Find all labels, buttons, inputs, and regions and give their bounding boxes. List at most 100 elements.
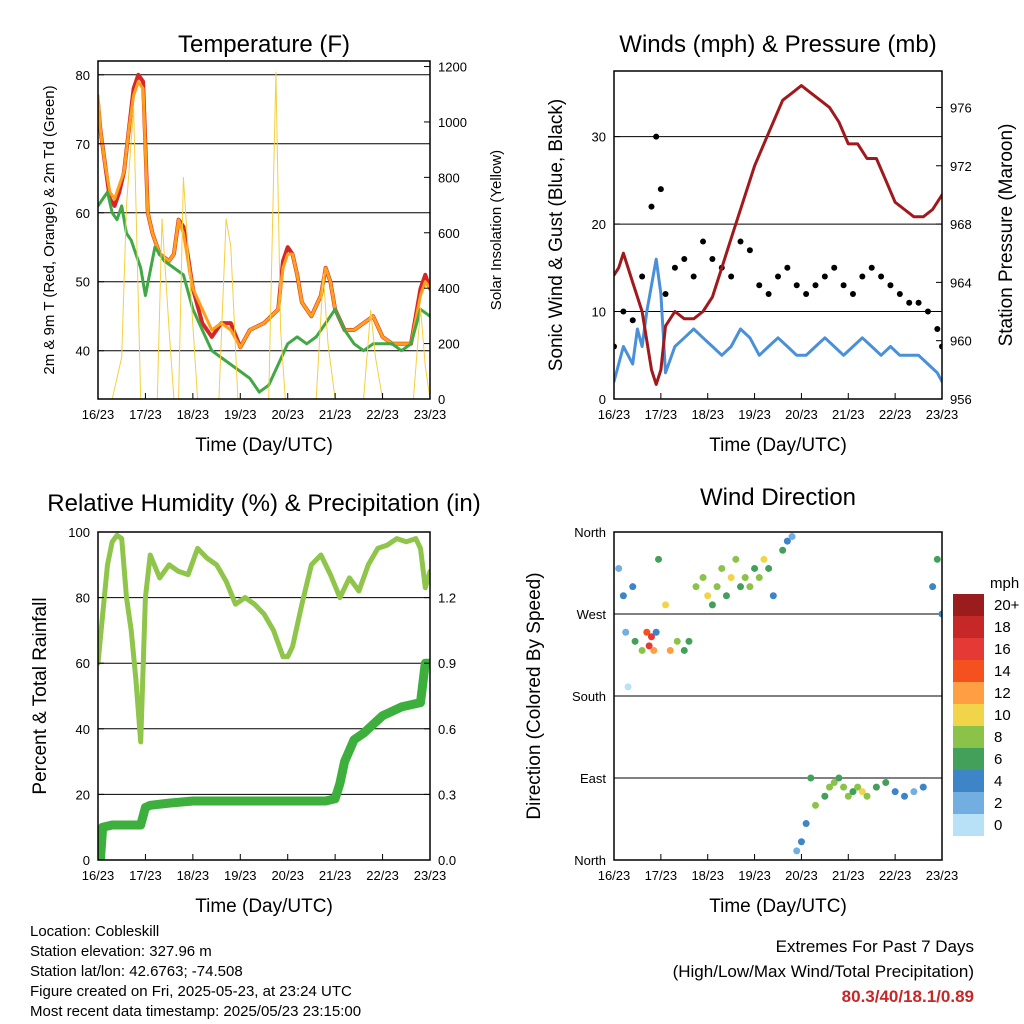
direction-point [872, 783, 880, 791]
plot-frame [97, 531, 431, 861]
gust-point [887, 282, 894, 289]
gust-point [803, 291, 810, 298]
x-tick-label: 23/23 [414, 407, 447, 422]
plot-area [614, 84, 942, 386]
direction-point [713, 583, 721, 591]
plot-area [615, 533, 942, 855]
series-line-1 [98, 532, 430, 745]
y-tick-label: 0 [83, 853, 90, 868]
x-tick-label: 19/23 [738, 407, 771, 422]
direction-point [652, 628, 660, 636]
gust-point [657, 186, 664, 193]
x-tick-label: 19/23 [224, 407, 257, 422]
y-tick-label: 40 [76, 344, 90, 359]
gust-point [765, 291, 772, 298]
direction-point [624, 683, 632, 691]
direction-point [638, 646, 646, 654]
direction-point [643, 628, 651, 636]
direction-point [619, 592, 627, 600]
direction-point [685, 637, 693, 645]
x-tick-label: 21/23 [319, 868, 352, 883]
series-line-3 [98, 190, 430, 394]
colorbar-label: 2 [994, 795, 1002, 812]
direction-point [615, 564, 623, 572]
gust-point [737, 238, 744, 245]
colorbar-swatch [953, 748, 984, 770]
series-line-2 [614, 257, 942, 383]
gust-point [709, 256, 716, 263]
direction-point [835, 774, 843, 782]
gust-point [924, 308, 931, 315]
y-right-tick-label: 600 [438, 226, 460, 241]
y-right-tick-label: 960 [950, 334, 972, 349]
direction-point [692, 583, 700, 591]
gust-point [793, 282, 800, 289]
direction-point [645, 642, 653, 650]
gust-point [859, 273, 866, 280]
colorbar-label: 10 [994, 707, 1011, 724]
x-tick-label: 17/23 [645, 868, 678, 883]
y-right-tick-label: 200 [438, 337, 460, 352]
series-line-4 [98, 71, 430, 399]
x-tick-label: 21/23 [832, 868, 865, 883]
colorbar-title: mph [990, 575, 1019, 592]
gust-point [690, 273, 697, 280]
colorbar-label: 4 [994, 773, 1002, 790]
gust-point [662, 291, 669, 298]
chart-title: Wind Direction [700, 484, 856, 511]
gust-point [728, 273, 735, 280]
x-tick-label: 20/23 [785, 868, 818, 883]
gust-point [821, 273, 828, 280]
direction-point [673, 637, 681, 645]
y-right-tick-label: 956 [950, 392, 972, 407]
station-info: Location: Cobleskill Station elevation: … [30, 922, 361, 1022]
colorbar-swatch [953, 682, 984, 704]
y-tick-label: 40 [76, 722, 90, 737]
elevation-text: Station elevation: 327.96 m [30, 943, 212, 960]
gust-point [746, 247, 753, 254]
y-right-tick-label: 0.9 [438, 656, 456, 671]
direction-point [783, 537, 791, 545]
x-tick-label: 17/23 [129, 407, 162, 422]
direction-point [755, 574, 763, 582]
colorbar-swatch [953, 792, 984, 814]
y-axis-label: 2m & 9m T (Red, Orange) & 2m Td (Green) [41, 85, 58, 374]
y-right-tick-label: 800 [438, 170, 460, 185]
gust-point [620, 308, 627, 315]
direction-point [769, 592, 777, 600]
x-tick-label: 19/23 [738, 868, 771, 883]
x-tick-label: 20/23 [271, 407, 304, 422]
y-right-tick-label: 976 [950, 100, 972, 115]
colorbar-swatch [953, 704, 984, 726]
x-tick-label: 22/23 [366, 407, 399, 422]
gust-point [812, 282, 819, 289]
gust-point [896, 291, 903, 298]
series-line-3 [614, 84, 942, 386]
direction-point [680, 646, 688, 654]
y-right-tick-label: 0.6 [438, 722, 456, 737]
direction-point [793, 847, 801, 855]
y-tick-label: North [574, 525, 606, 540]
y-axis-label: Percent & Total Rainfall [30, 597, 51, 794]
y-tick-label: 80 [76, 591, 90, 606]
x-tick-label: 19/23 [224, 868, 257, 883]
x-tick-label: 18/23 [691, 868, 724, 883]
plot-area [98, 71, 430, 399]
direction-point [666, 646, 674, 654]
direction-point [722, 592, 730, 600]
chart-title: Temperature (F) [178, 31, 350, 58]
x-tick-label: 20/23 [271, 868, 304, 883]
direction-point [718, 564, 726, 572]
y-tick-label: 80 [76, 68, 90, 83]
gust-point [653, 133, 660, 140]
y-tick-label: 60 [76, 206, 90, 221]
chart-panel-1: Temperature (F) 16/23 17/23 18/23 19/23 20/23… [41, 31, 505, 456]
gust-point [840, 282, 847, 289]
direction-point [655, 555, 663, 563]
colorbar-label: 18 [994, 619, 1011, 636]
x-tick-label: 22/23 [879, 407, 912, 422]
x-tick-label: 21/23 [832, 407, 865, 422]
direction-point [891, 788, 899, 796]
direction-point [807, 774, 815, 782]
y-tick-label: South [572, 689, 606, 704]
